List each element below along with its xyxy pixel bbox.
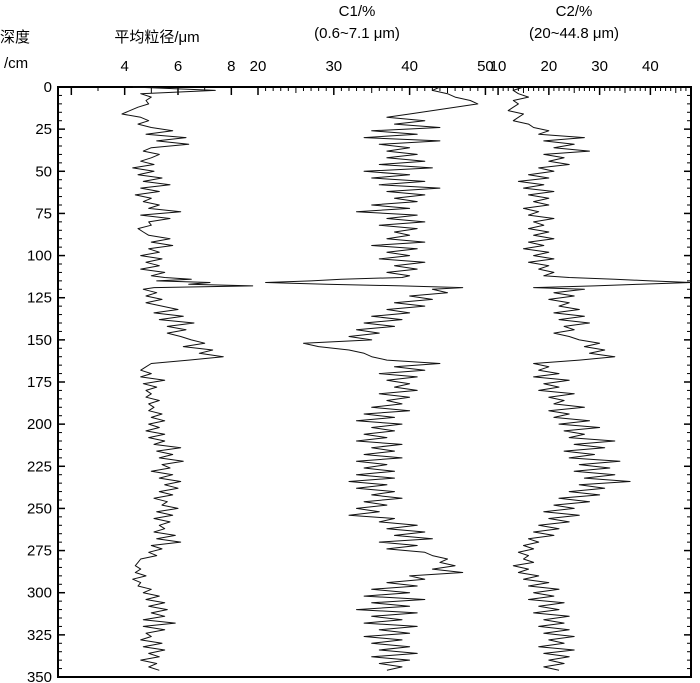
panel-1-tick-label: 4 bbox=[120, 58, 128, 75]
depth-tick-label: 100 bbox=[27, 248, 52, 265]
panel-3-tick-label: 10 bbox=[490, 58, 507, 75]
depth-tick-label: 250 bbox=[27, 500, 52, 517]
axis-ticks: 0 25 50 75 100 125 150 175 200 225 250 275 300 325 350… bbox=[27, 58, 691, 683]
depth-tick-label: 125 bbox=[27, 290, 52, 307]
depth-tick-label: 350 bbox=[27, 669, 52, 683]
depth-tick-label: 225 bbox=[27, 458, 52, 475]
panel-3-title: C2/% bbox=[556, 3, 593, 20]
panel-2-tick-label: 30 bbox=[325, 58, 342, 75]
panel-2-tick-label: 20 bbox=[250, 58, 267, 75]
panel-3-tick-label: 40 bbox=[642, 58, 659, 75]
depth-tick-label: 150 bbox=[27, 332, 52, 349]
panel-3-series-line bbox=[507, 86, 692, 671]
panel-1-tick-label: 8 bbox=[227, 58, 235, 75]
depth-tick-label: 50 bbox=[35, 163, 52, 180]
depth-tick-label: 25 bbox=[35, 121, 52, 138]
depth-tick-label: 300 bbox=[27, 585, 52, 602]
panel-3-tick-label: 20 bbox=[541, 58, 558, 75]
panel-2-tick-label: 50 bbox=[477, 58, 494, 75]
panel-1-series-line bbox=[121, 86, 254, 671]
panel-1-tick-label: 6 bbox=[174, 58, 182, 75]
series-lines bbox=[121, 86, 692, 671]
panel-2-title: C1/% bbox=[339, 3, 376, 20]
panel-2-series-line bbox=[265, 86, 479, 671]
depth-tick-label: 0 bbox=[44, 79, 52, 96]
depth-tick-label: 325 bbox=[27, 627, 52, 644]
depth-tick-label: 200 bbox=[27, 416, 52, 433]
depth-tick-label: 175 bbox=[27, 374, 52, 391]
panel-2-tick-label: 40 bbox=[401, 58, 418, 75]
axis-labels: 深度 /cm 平均粒径/μm C1/% (0.6~7.1 μm) C2/% (2… bbox=[0, 3, 619, 72]
depth-axis-label-line2: /cm bbox=[4, 55, 28, 72]
panel-3-tick-label: 30 bbox=[591, 58, 608, 75]
depth-tick-label: 275 bbox=[27, 543, 52, 560]
depth-axis-label-line1: 深度 bbox=[0, 29, 30, 46]
depth-tick-label: 75 bbox=[35, 205, 52, 222]
panel-1-title: 平均粒径/μm bbox=[114, 29, 199, 46]
panel-2-subtitle: (0.6~7.1 μm) bbox=[314, 25, 400, 42]
panel-3-subtitle: (20~44.8 μm) bbox=[529, 25, 619, 42]
